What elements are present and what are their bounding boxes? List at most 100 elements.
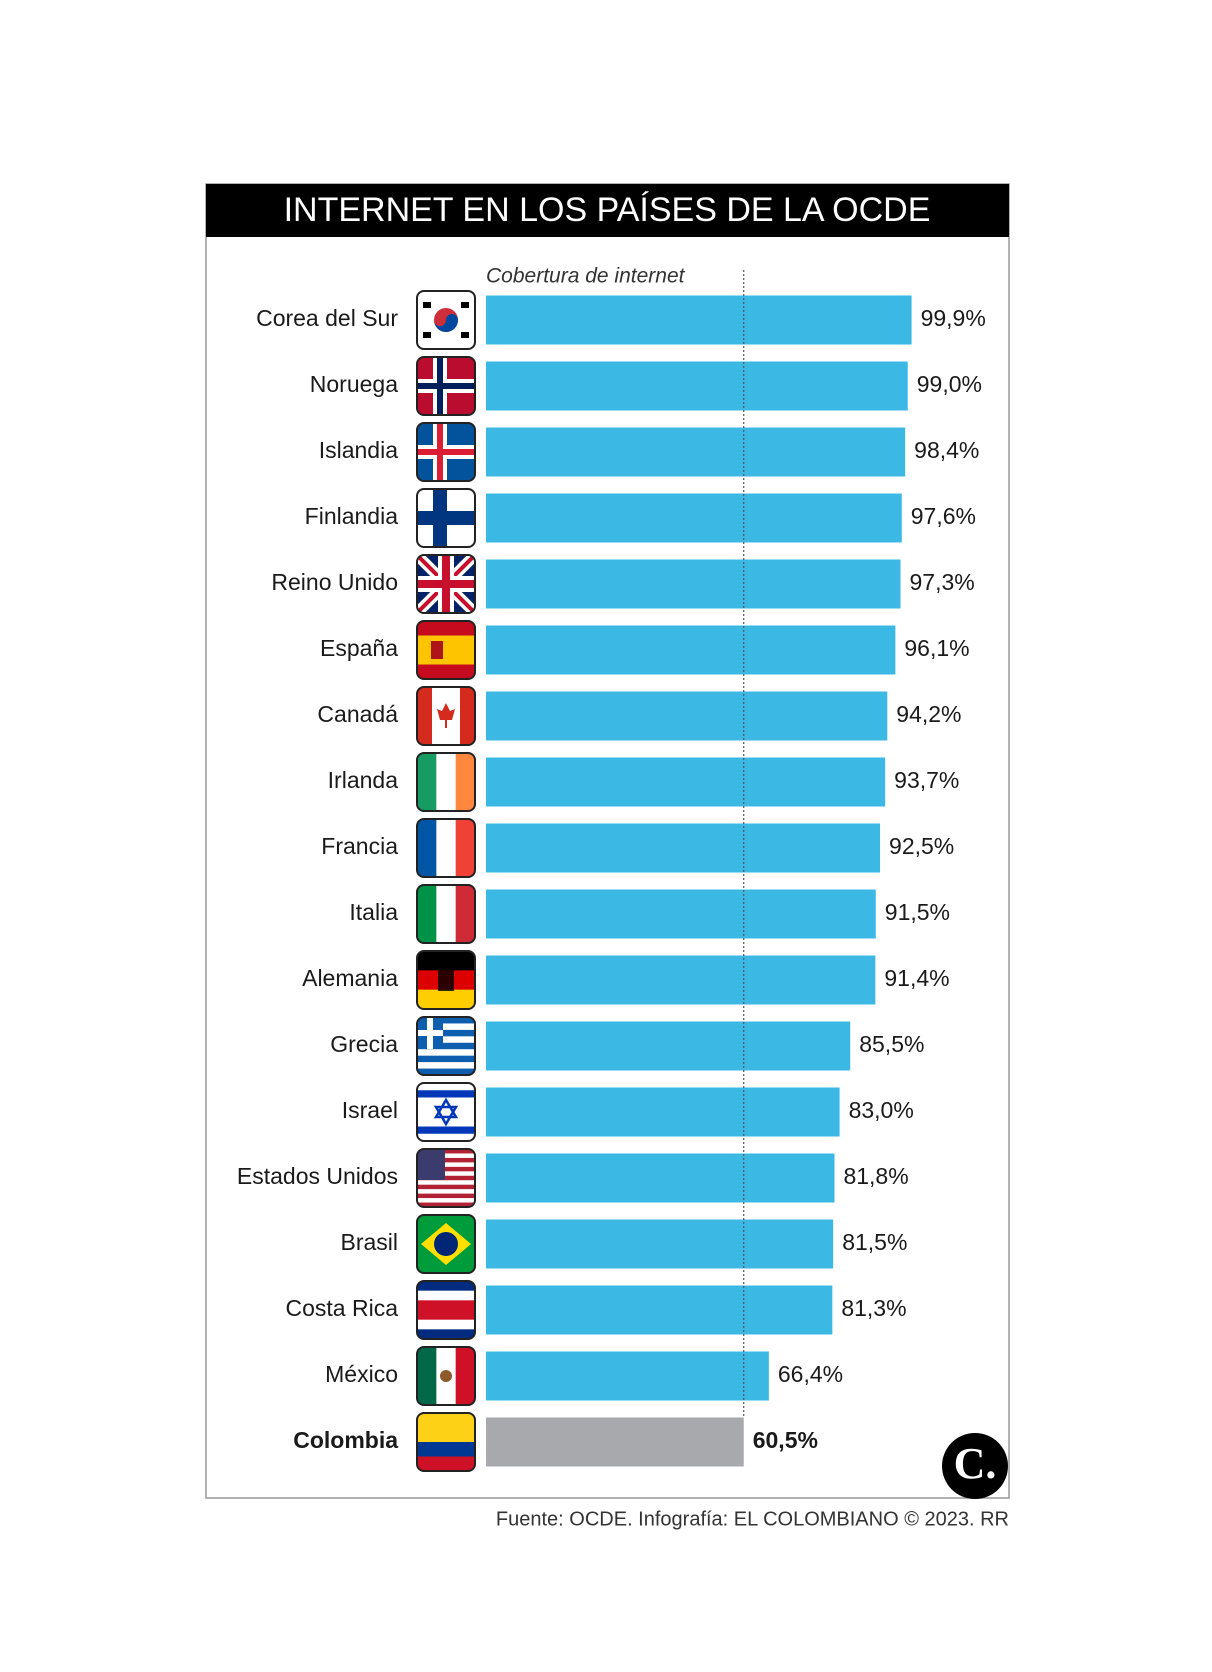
flag-part [417, 1175, 475, 1181]
flag [417, 1083, 475, 1141]
flag-part [417, 621, 475, 636]
value-label: 93,7% [894, 767, 959, 793]
bar [486, 1153, 835, 1203]
flag-part [461, 302, 469, 308]
flag-border [416, 620, 476, 680]
flag-part [461, 332, 469, 338]
flag-border [416, 686, 476, 746]
flag-part [417, 1171, 475, 1177]
value-label: 81,5% [842, 1229, 907, 1255]
bar [486, 361, 908, 411]
flag-part [417, 1055, 475, 1063]
flag-part [417, 885, 437, 943]
flag-part [438, 969, 454, 991]
flag-part [417, 1149, 475, 1154]
flag [417, 1215, 475, 1273]
flag-part [417, 1149, 445, 1180]
svg-text:C.: C. [954, 1439, 997, 1488]
flag-part [417, 1166, 475, 1172]
category-label: Irlanda [328, 767, 399, 793]
flag-part [417, 1049, 475, 1057]
flag-part [417, 1068, 475, 1075]
flag-border [416, 554, 476, 614]
value-label: 91,4% [884, 965, 949, 991]
flag-part [417, 989, 475, 1009]
flag-part [417, 1193, 475, 1199]
category-label: Corea del Sur [256, 305, 398, 331]
flag-border [416, 1214, 476, 1274]
flag-part [417, 1413, 475, 1443]
category-label: Canadá [317, 701, 398, 727]
flag-part [417, 951, 475, 971]
flag-part [434, 314, 458, 332]
flag [417, 1149, 475, 1207]
flag-part [417, 1023, 475, 1031]
flag-part [417, 1029, 475, 1037]
value-label: 91,5% [885, 899, 950, 925]
flag-part [417, 580, 475, 588]
category-label: Colombia [293, 1427, 398, 1453]
flag-border [416, 1412, 476, 1472]
title-bar [206, 184, 1009, 237]
flag-part [433, 1097, 459, 1127]
flag-part [417, 819, 437, 877]
flag-border [416, 356, 476, 416]
bar [486, 427, 906, 477]
chart-title: INTERNET EN LOS PAÍSES DE LA OCDE [284, 191, 931, 229]
source: Fuente: OCDE. Infografía: EL COLOMBIANO … [496, 1508, 1009, 1530]
flag-border [416, 818, 476, 878]
bar [486, 1087, 840, 1137]
flag-part [423, 302, 431, 308]
flag-part [417, 1162, 475, 1168]
bar [486, 823, 881, 873]
flag-border [416, 950, 476, 1010]
flag-part [455, 753, 475, 811]
value-label: 66,4% [778, 1361, 843, 1387]
flag-part [440, 1370, 452, 1382]
value-label: 81,3% [841, 1295, 906, 1321]
flag-border [416, 290, 476, 350]
flag-border [416, 1082, 476, 1142]
flag-part [417, 1157, 475, 1163]
value-label: 96,1% [904, 635, 969, 661]
flag-part [417, 1347, 437, 1405]
flag-part [417, 511, 475, 525]
flag-part [417, 1184, 475, 1190]
flag-part [417, 1126, 475, 1135]
flag-part [417, 664, 475, 679]
flag-part [455, 1347, 475, 1405]
flag-part [417, 1180, 475, 1186]
bar [486, 955, 876, 1005]
flag-part [417, 1030, 443, 1036]
flag-part [455, 819, 475, 877]
value-label: 98,4% [914, 437, 979, 463]
category-label: España [320, 635, 398, 661]
flag [417, 753, 475, 811]
bar [486, 1285, 833, 1335]
flag-part [417, 1036, 475, 1044]
flag [417, 489, 475, 547]
flag [417, 1413, 475, 1471]
flag-border [416, 884, 476, 944]
category-label: Israel [342, 1097, 398, 1123]
bar [486, 559, 901, 609]
flag-border [416, 1148, 476, 1208]
flag-part [417, 1042, 475, 1050]
flag [417, 423, 475, 481]
flag-part [417, 383, 475, 389]
category-label: Noruega [310, 371, 398, 397]
bar [486, 889, 876, 939]
category-label: Francia [321, 833, 398, 859]
flag-part [436, 753, 457, 811]
flag-part [417, 635, 475, 665]
bar [486, 691, 888, 741]
category-label: Costa Rica [286, 1295, 399, 1321]
flag-part [417, 1456, 475, 1471]
value-label: 99,9% [921, 305, 986, 331]
flag [417, 819, 475, 877]
flag-part [417, 1017, 475, 1024]
flag [417, 1017, 475, 1075]
category-label: Alemania [302, 965, 398, 991]
flag [417, 555, 475, 613]
